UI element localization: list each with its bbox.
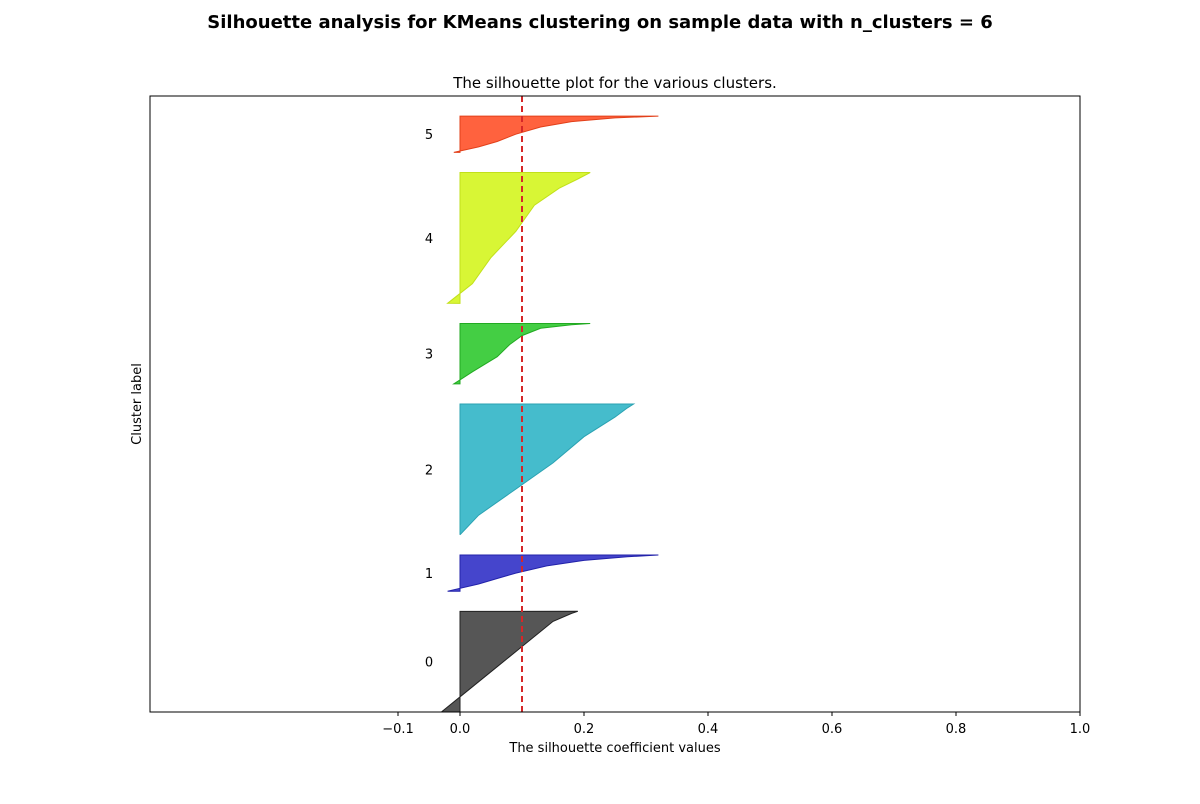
cluster-label-1: 1	[425, 567, 433, 582]
cluster-label-4: 4	[425, 232, 433, 247]
silhouette-band-cluster-1	[447, 554, 659, 592]
x-tick-label: 0.2	[574, 722, 595, 737]
silhouette-band-cluster-4	[446, 171, 591, 304]
cluster-label-3: 3	[425, 348, 433, 363]
axes-frame	[149, 95, 1081, 713]
x-axis-label: The silhouette coefficient values	[508, 741, 720, 756]
silhouette-band-cluster-5	[453, 115, 659, 153]
x-tick-label: 0.0	[450, 722, 471, 737]
x-tick-label: 0.4	[698, 722, 719, 737]
x-tick-label: −0.1	[382, 722, 414, 737]
plot-area: 0 1 2 3 4 5	[425, 96, 659, 713]
silhouette-band-cluster-3	[452, 322, 591, 385]
x-tick-label: 0.8	[946, 722, 967, 737]
cluster-label-0: 0	[425, 656, 433, 671]
silhouette-band-cluster-0	[439, 610, 578, 713]
y-axis-label: Cluster label	[130, 363, 145, 445]
x-tick-label: 0.6	[822, 722, 843, 737]
figure-suptitle: Silhouette analysis for KMeans clusterin…	[207, 12, 993, 33]
silhouette-band-cluster-2	[459, 403, 636, 536]
x-tick-label: 1.0	[1070, 722, 1091, 737]
x-axis: −0.1 0.0 0.2 0.4 0.6 0.8 1.0	[382, 712, 1090, 737]
cluster-label-5: 5	[425, 128, 433, 143]
cluster-label-2: 2	[425, 463, 433, 478]
chart-title: The silhouette plot for the various clus…	[452, 74, 777, 92]
